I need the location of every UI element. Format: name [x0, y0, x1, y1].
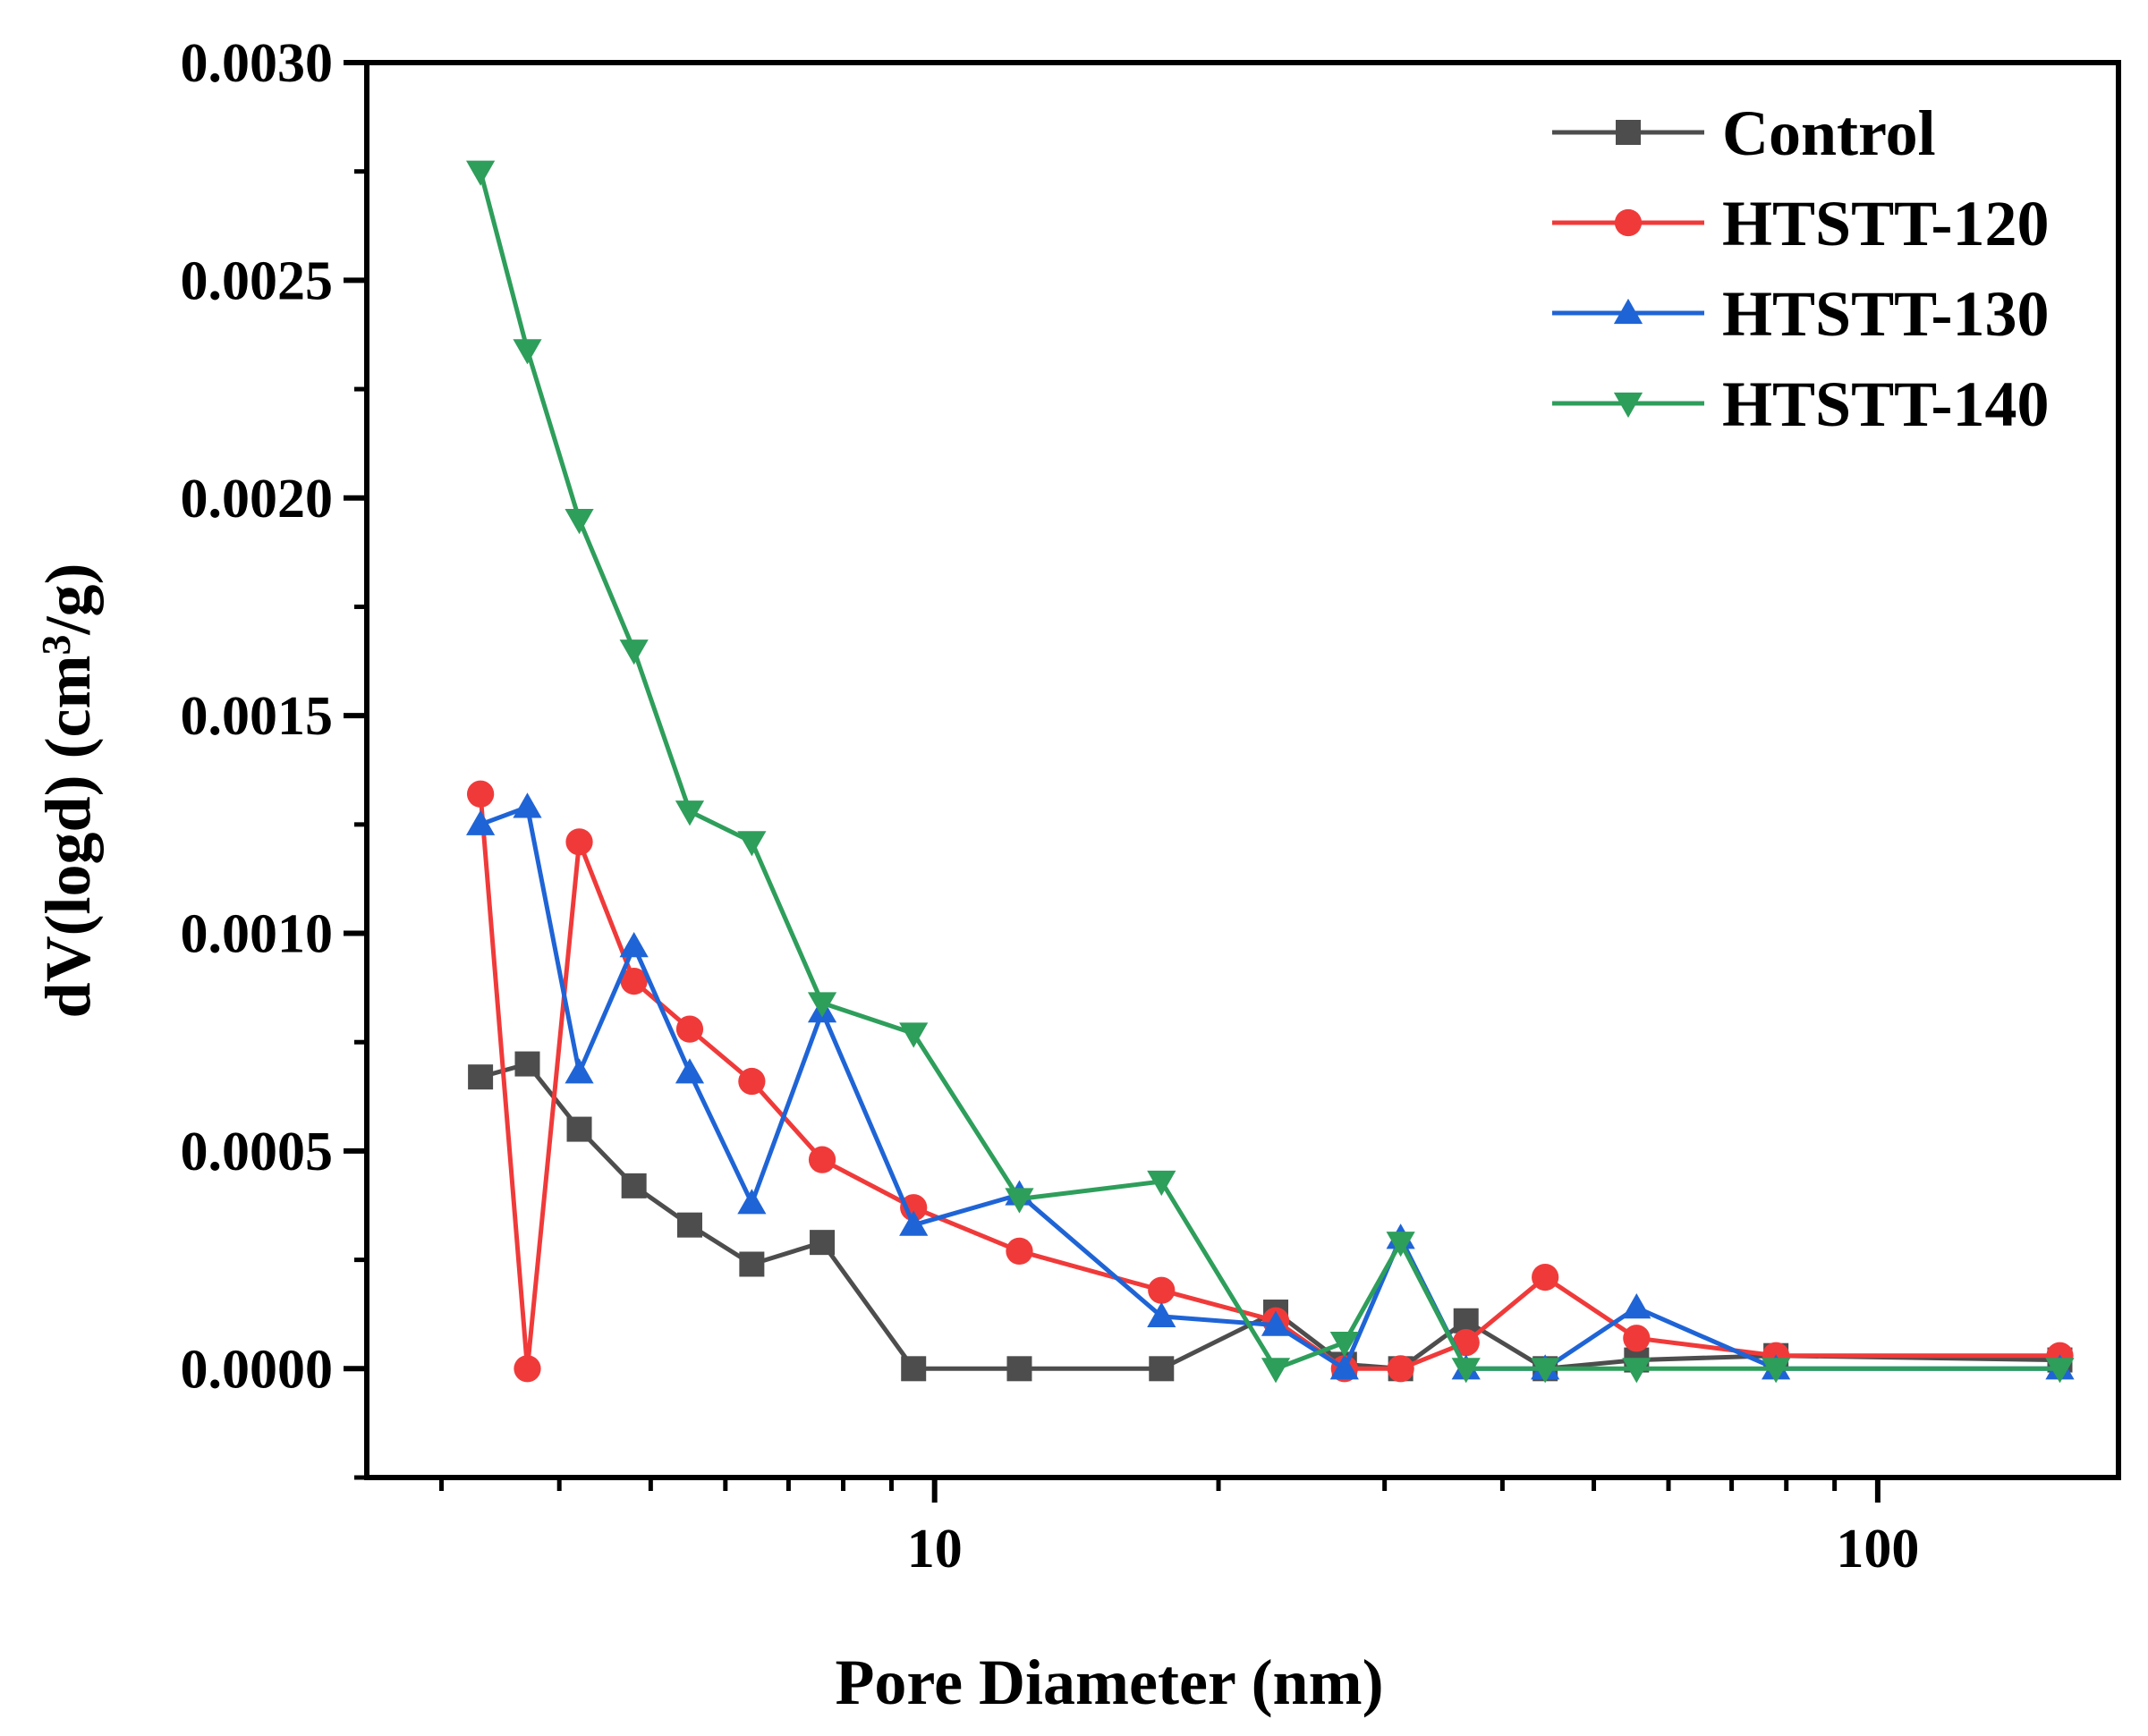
data-point-control-8: [1006, 1356, 1032, 1382]
legend-label-htstt-120: HTSTT-120: [1722, 188, 2049, 259]
data-point-control-5: [739, 1251, 765, 1277]
data-point-htstt-120-1: [514, 1355, 541, 1383]
legend-marker-htstt-140: [1613, 392, 1643, 419]
legend-label-htstt-130: HTSTT-130: [1722, 278, 2049, 350]
data-point-htstt-140-10: [1261, 1358, 1291, 1384]
data-point-htstt-130-15: [1622, 1293, 1651, 1319]
y-tick-label-5: 0.0025: [181, 250, 334, 311]
data-point-control-2: [566, 1116, 592, 1142]
data-point-htstt-120-2: [565, 828, 593, 856]
data-point-htstt-140-12: [1386, 1232, 1415, 1258]
legend-item-htstt-120: HTSTT-120: [1552, 188, 2049, 259]
y-tick-label-1: 0.0005: [181, 1122, 334, 1182]
y-tick-label-4: 0.0020: [181, 469, 334, 529]
y-tick-label-3: 0.0015: [181, 686, 334, 747]
legend-marker-htstt-130: [1613, 298, 1643, 325]
legend-label-htstt-140: HTSTT-140: [1722, 368, 2049, 440]
data-point-htstt-130-3: [619, 932, 649, 958]
data-point-control-6: [810, 1230, 836, 1256]
y-axis-title-main: dV(logd) (cm: [32, 656, 104, 1019]
legend-item-control: Control: [1552, 97, 1936, 169]
series-line-htstt-140: [478, 171, 2060, 1371]
y-axis-title-end: /g): [32, 563, 104, 636]
data-point-htstt-120-8: [1006, 1237, 1033, 1265]
data-point-htstt-130-10: [1261, 1310, 1291, 1336]
data-point-htstt-140-3: [619, 639, 649, 665]
y-axis-title-superscript: 3: [33, 635, 79, 656]
data-point-htstt-120-9: [1148, 1276, 1176, 1304]
data-point-htstt-130-5: [737, 1189, 767, 1215]
data-point-htstt-140-4: [675, 800, 705, 826]
data-point-htstt-130-4: [675, 1058, 705, 1084]
data-point-htstt-120-15: [1623, 1325, 1651, 1352]
data-point-control-7: [901, 1356, 927, 1382]
data-point-htstt-140-17: [2045, 1358, 2075, 1384]
data-point-htstt-130-11: [1329, 1354, 1359, 1380]
data-point-htstt-120-6: [808, 1146, 836, 1173]
data-point-htstt-120-5: [738, 1067, 766, 1096]
series-line-htstt-130: [480, 804, 2060, 1371]
data-point-htstt-140-0: [466, 160, 496, 186]
data-point-htstt-140-9: [1147, 1170, 1176, 1197]
data-point-control-9: [1149, 1356, 1175, 1382]
data-point-htstt-140-11: [1329, 1332, 1359, 1358]
data-point-htstt-140-6: [807, 992, 837, 1018]
legend-marker-htstt-120: [1614, 208, 1643, 237]
data-point-htstt-130-7: [899, 1210, 929, 1236]
plot-frame: [364, 60, 2121, 1480]
data-point-htstt-140-8: [1005, 1188, 1034, 1214]
data-point-htstt-120-12: [1387, 1355, 1414, 1383]
data-point-htstt-140-5: [737, 831, 767, 857]
data-point-htstt-130-2: [565, 1058, 594, 1084]
data-point-control-0: [468, 1064, 494, 1090]
axes-layer: 0.0000 0.0005 0.0010 0.0015 0.0020 0.0025 0.00…: [181, 33, 2121, 1579]
data-point-htstt-130-1: [513, 792, 542, 818]
legend-item-htstt-140: HTSTT-140: [1552, 368, 2049, 440]
data-point-control-3: [621, 1173, 647, 1198]
y-axis-title: dV(logd) (cm3/g): [32, 563, 104, 1019]
y-tick-label-6: 0.0030: [181, 33, 334, 94]
data-point-htstt-130-0: [466, 809, 496, 835]
data-point-htstt-120-14: [1532, 1263, 1559, 1291]
data-point-htstt-120-3: [620, 967, 648, 995]
data-point-htstt-140-1: [513, 339, 542, 365]
x-axis-title: Pore Diameter (nm): [835, 1647, 1383, 1718]
data-point-htstt-140-15: [1622, 1358, 1651, 1384]
data-point-htstt-130-9: [1147, 1301, 1176, 1327]
legend-item-htstt-130: HTSTT-130: [1552, 278, 2049, 350]
data-point-htstt-140-2: [565, 509, 594, 535]
x-tick-label-0: 10: [907, 1519, 963, 1579]
legend-label-control: Control: [1722, 97, 1936, 169]
data-point-htstt-140-14: [1531, 1358, 1560, 1384]
data-point-htstt-140-7: [899, 1022, 929, 1048]
y-tick-label-2: 0.0010: [181, 904, 334, 965]
x-tick-label-1: 100: [1836, 1519, 1919, 1579]
data-point-htstt-140-13: [1451, 1358, 1481, 1384]
data-point-htstt-120-4: [675, 1015, 704, 1043]
y-tick-label-0: 0.0000: [181, 1339, 334, 1400]
data-point-htstt-120-13: [1452, 1328, 1480, 1357]
data-point-htstt-140-16: [1762, 1358, 1791, 1384]
data-point-control-1: [514, 1051, 540, 1077]
legend: Control HTSTT-120 HTSTT-130 HTSTT-140: [1552, 97, 2049, 440]
series-line-htstt-120: [478, 793, 2060, 1371]
data-point-control-4: [676, 1212, 702, 1238]
data-point-htstt-120-0: [466, 780, 495, 808]
series-htstt-140: [466, 160, 2075, 1384]
legend-marker-control: [1616, 120, 1641, 145]
series-layer: [466, 160, 2075, 1384]
